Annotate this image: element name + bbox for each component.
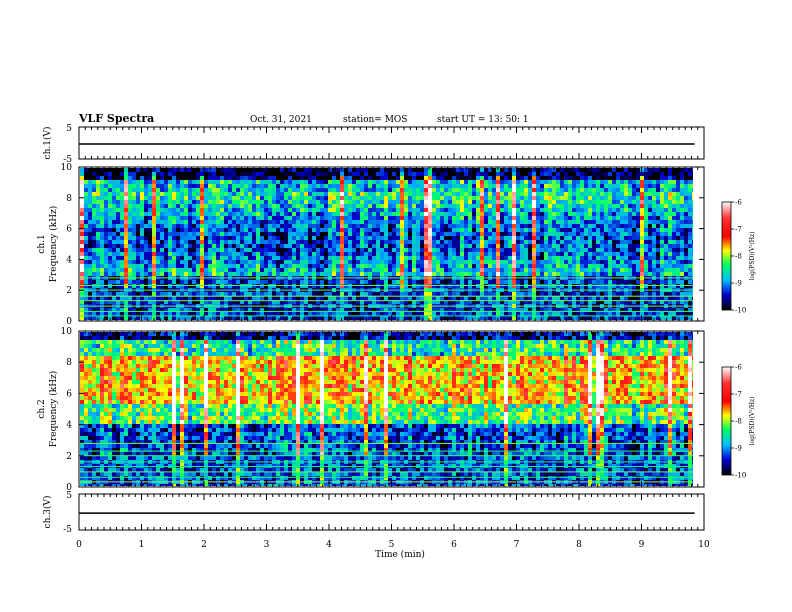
x-tick-label: 8: [576, 540, 582, 550]
x-tick-label: 0: [76, 540, 82, 550]
ch2-colorbar-gradient: [721, 366, 732, 476]
colorbar1-tick-label: -10: [735, 307, 746, 315]
colorbar2-tick-label: -6: [735, 364, 742, 372]
colorbar1-tick-label: -6: [735, 199, 742, 207]
spec2-ytick-label: 0: [66, 483, 72, 493]
ch3-waveform-ylabel: ch.3(V): [42, 496, 53, 529]
ch3-ytick-top: 5: [66, 491, 72, 501]
station-label: station= MOS: [343, 115, 407, 125]
spec2-ytick-label: 8: [66, 358, 72, 368]
x-tick-label: 4: [326, 540, 332, 550]
ch1-frequency-label: Frequency (kHz): [48, 206, 59, 283]
spec2-ytick-label: 6: [66, 389, 72, 399]
spec2-ytick-label: 4: [66, 421, 72, 431]
x-tick-label: 2: [201, 540, 207, 550]
spec1-ytick-label: 0: [66, 317, 72, 327]
spec2-ytick-label: 10: [61, 327, 73, 337]
x-tick-label: 6: [451, 540, 457, 550]
ch1-colorbar-gradient: [721, 201, 732, 311]
ch2-spectrogram-panel: ch.2 Frequency (kHz): [37, 330, 705, 488]
spec2-ytick-label: 2: [66, 452, 72, 462]
date-label: Oct. 31, 2021: [250, 115, 312, 125]
ch1-waveform-ylabel: ch.1(V): [42, 127, 53, 160]
colorbar1-tick-label: -9: [735, 280, 742, 288]
spec1-ytick-label: 6: [66, 225, 72, 235]
colorbar2-tick-label: -8: [735, 418, 742, 426]
ch1-channel-label: ch.1: [37, 234, 47, 253]
x-tick-label: 3: [264, 540, 270, 550]
ch1-spectrogram-image: [80, 168, 693, 320]
colorbar2-tick-label: -10: [735, 472, 746, 480]
x-tick-label: 10: [698, 540, 710, 550]
x-tick-label: 7: [514, 540, 520, 550]
ch1-colorbar-label: log(PSD)(V²/Hz): [749, 232, 756, 281]
colorbar2-tick-label: -7: [735, 391, 742, 399]
figure-title: VLF Spectra: [78, 112, 154, 125]
ch2-frequency-label: Frequency (kHz): [48, 371, 59, 448]
x-tick-label: 5: [389, 540, 395, 550]
spec1-ytick-label: 10: [61, 163, 73, 173]
ch1-ytick-bottom: -5: [63, 155, 72, 165]
ch2-colorbar-label: log(PSD)(V²/Hz): [749, 397, 756, 446]
ch1-spectrogram-panel: ch.1 Frequency (kHz): [37, 166, 705, 322]
ch1-ytick-top: 5: [66, 124, 72, 134]
colorbar1-tick-label: -7: [735, 226, 742, 234]
colorbar1-tick-label: -8: [735, 253, 742, 261]
colorbar2-tick-label: -9: [735, 445, 742, 453]
x-tick-label: 1: [139, 540, 145, 550]
start-time-label: start UT = 13: 50: 1: [437, 115, 529, 125]
ch2-spectrogram-image: [80, 332, 693, 486]
x-axis-label: Time (min): [375, 549, 425, 560]
x-tick-label: 9: [639, 540, 645, 550]
spec1-ytick-label: 2: [66, 286, 72, 296]
spec1-ytick-label: 8: [66, 194, 72, 204]
ch3-ytick-bottom: -5: [63, 525, 72, 535]
ch2-channel-label: ch.2: [37, 399, 47, 418]
spec1-ytick-label: 4: [66, 255, 72, 265]
